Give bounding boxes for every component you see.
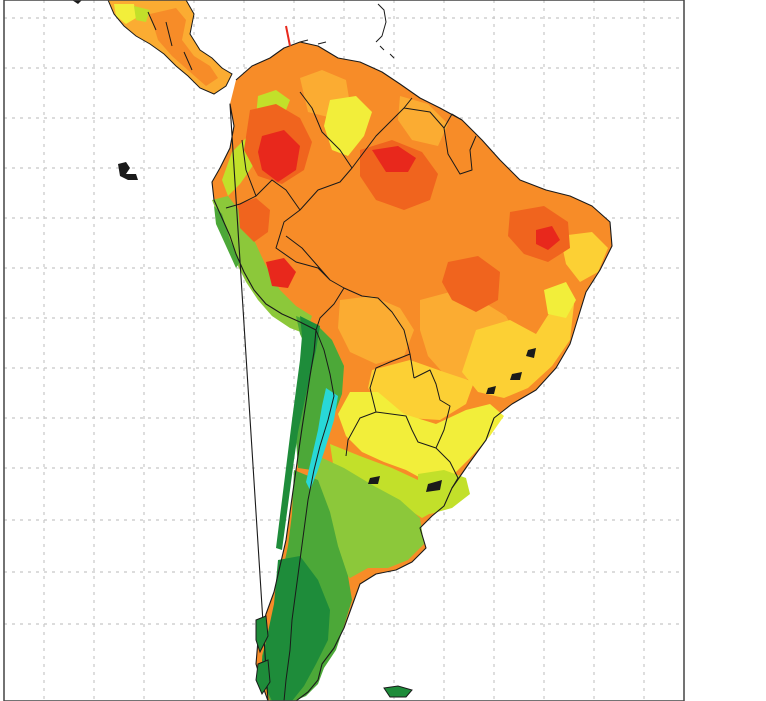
- galapagos-islands: [118, 162, 138, 180]
- zone-red-colombia: [258, 130, 300, 182]
- falkland-island: [384, 686, 412, 697]
- zone-dark-green-south: [262, 556, 330, 701]
- lake-feature: [526, 348, 536, 358]
- zone-red-peru: [266, 258, 296, 288]
- caribbean-islands: [299, 3, 395, 59]
- lake-feature: [510, 372, 522, 380]
- falkland-islands: [383, 685, 413, 698]
- red-marker: [285, 25, 291, 47]
- falkland-island-outline: [383, 685, 413, 698]
- central-america-zone-green: [134, 6, 150, 22]
- lake-feature: [426, 480, 442, 492]
- andes-border-chile: [283, 329, 335, 701]
- zone-red-northeast: [536, 226, 560, 250]
- zone-yellow-band: [338, 392, 504, 482]
- zone-yellow-north: [324, 96, 372, 156]
- central-america-borders: [107, 0, 233, 95]
- central-america: [107, 0, 233, 95]
- map-frame-border: [3, 0, 685, 701]
- zone-light-orange-center: [338, 296, 414, 364]
- zone-red-venezuela: [372, 146, 416, 172]
- south-america-continent: [211, 41, 613, 701]
- zone-green-andes-north: [214, 206, 240, 268]
- galapagos-island: [118, 162, 138, 180]
- zone-dark-orange-peru: [238, 198, 270, 242]
- pacific-islet: [72, 0, 82, 4]
- zone-yellow-coast-east: [544, 282, 576, 318]
- caribbean-island: [375, 3, 387, 43]
- zone-dark-green-andes: [276, 316, 320, 550]
- internal-borders: [225, 91, 477, 489]
- central-america-zone-yellow: [114, 4, 136, 24]
- zone-yellow-orange-coast: [560, 232, 608, 282]
- zone-light-green-pampas: [314, 456, 424, 578]
- zone-light-green-andes: [212, 196, 312, 334]
- southern-islands: [256, 616, 270, 694]
- southern-islands-outline: [255, 615, 271, 696]
- lake-feature: [486, 386, 496, 394]
- caribbean-island: [299, 39, 327, 45]
- zone-yellow-orange-east: [462, 304, 574, 398]
- caribbean-island: [379, 45, 395, 59]
- zone-dark-orange-brazil-interior: [442, 256, 500, 312]
- lake-feature: [368, 476, 380, 484]
